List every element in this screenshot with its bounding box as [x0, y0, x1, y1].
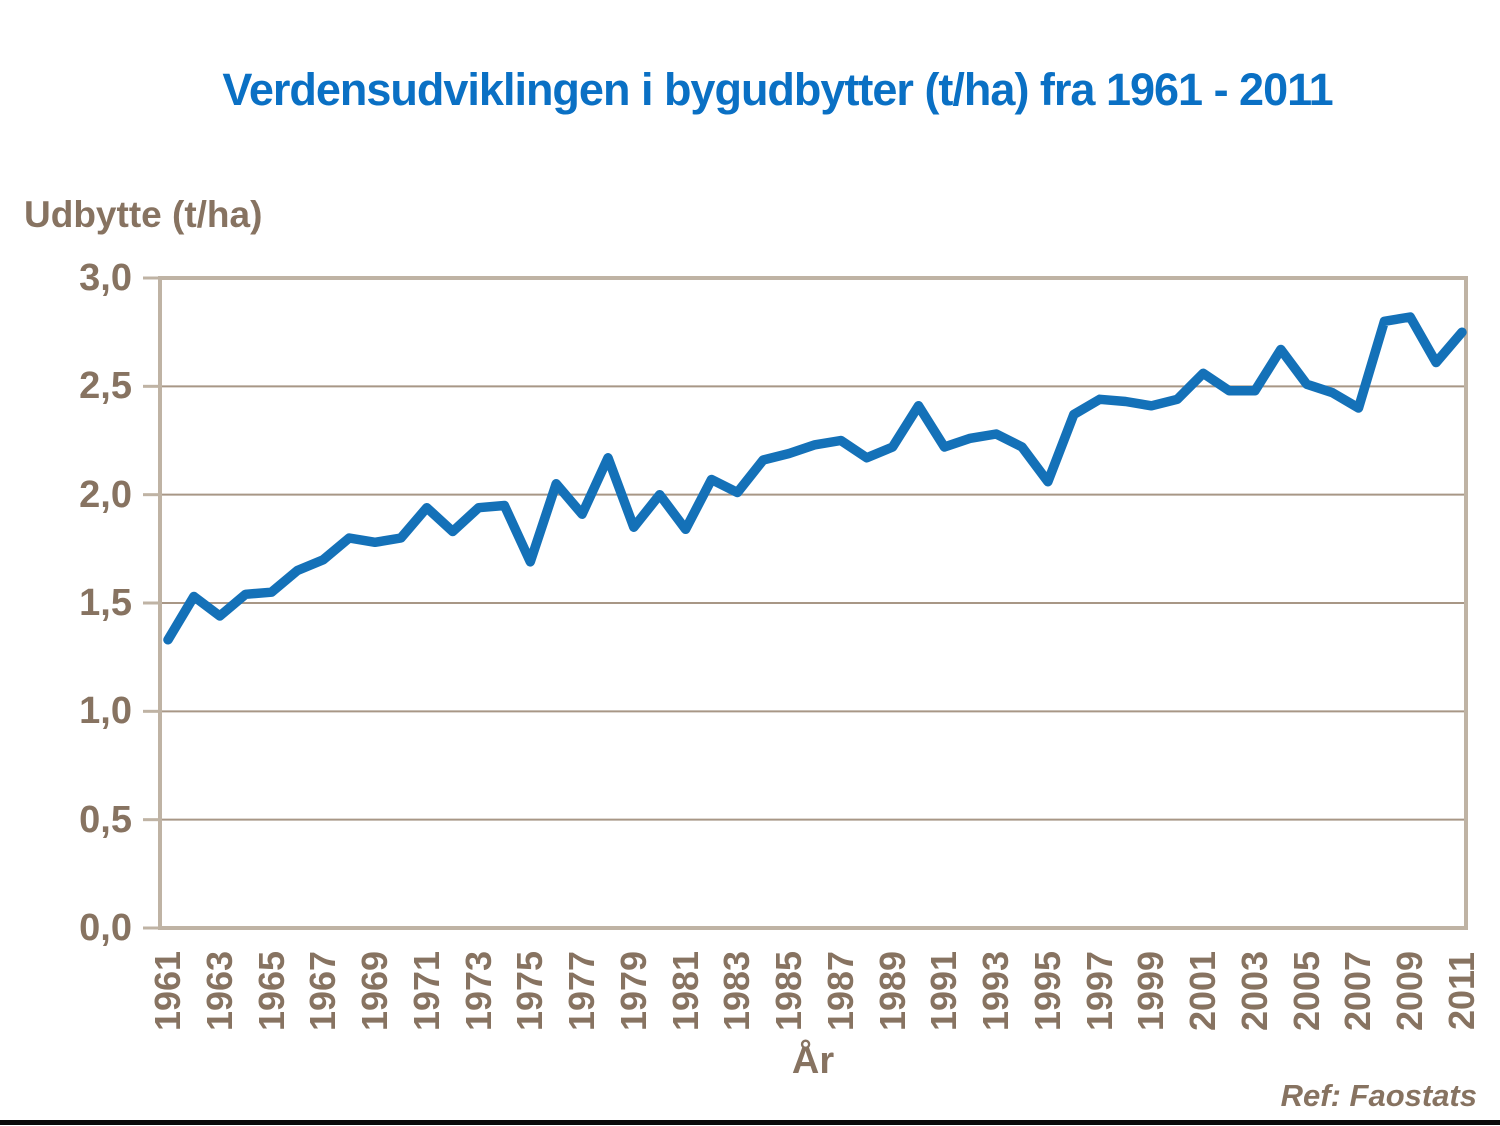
- x-tick-label: 1973: [457, 950, 499, 1032]
- y-tick-label: 0,0: [79, 907, 132, 949]
- x-tick-label: 1993: [975, 950, 1017, 1032]
- x-tick-label: 1975: [509, 950, 551, 1032]
- x-tick-label: 1985: [768, 950, 810, 1032]
- x-tick-label: 1999: [1130, 950, 1172, 1032]
- x-tick-label: 2005: [1285, 950, 1327, 1032]
- x-tick-label: 1971: [405, 950, 447, 1032]
- x-tick-label: 2009: [1389, 950, 1431, 1032]
- x-tick-label: 1979: [612, 950, 654, 1032]
- y-tick-label: 2,5: [79, 365, 132, 408]
- x-tick-label: 1991: [923, 950, 965, 1032]
- chart-title: Verdensudviklingen i bygudbytter (t/ha) …: [222, 64, 1333, 115]
- x-tick-label: 1961: [147, 950, 188, 1032]
- x-tick-label: 1995: [1026, 950, 1068, 1032]
- x-tick-label: 1987: [819, 950, 861, 1032]
- x-tick-label: 1965: [250, 950, 292, 1032]
- x-tick-label: 1963: [198, 950, 240, 1032]
- footer-divider-bar: [0, 1120, 1500, 1125]
- y-tick-label: 0,5: [79, 798, 132, 841]
- reference-label: Ref: Faostats: [1280, 1078, 1477, 1113]
- x-tick-label: 1997: [1078, 950, 1120, 1032]
- y-tick-label: 3,0: [79, 257, 132, 299]
- y-tick-label: 2,0: [79, 473, 132, 516]
- x-tick-label: 1967: [302, 950, 344, 1032]
- x-tick-label: 2011: [1441, 951, 1482, 1031]
- yield-line: [163, 312, 1467, 645]
- x-tick-label: 1983: [716, 950, 758, 1032]
- y-tick-label: 1,0: [79, 690, 132, 733]
- y-tick-label: 1,5: [79, 582, 132, 624]
- x-axis-title: År: [791, 1040, 835, 1082]
- x-tick-label: 2007: [1337, 950, 1379, 1032]
- x-tick-label: 1969: [354, 950, 396, 1032]
- x-tick-label: 1977: [561, 950, 603, 1032]
- x-tick-label: 1989: [871, 950, 913, 1032]
- x-tick-label: 2001: [1182, 950, 1224, 1032]
- plot-border: [158, 276, 1468, 930]
- x-tick-label: 2003: [1233, 950, 1275, 1032]
- y-axis-title: Udbytte (t/ha): [24, 194, 263, 235]
- x-tick-label: 1981: [664, 950, 706, 1032]
